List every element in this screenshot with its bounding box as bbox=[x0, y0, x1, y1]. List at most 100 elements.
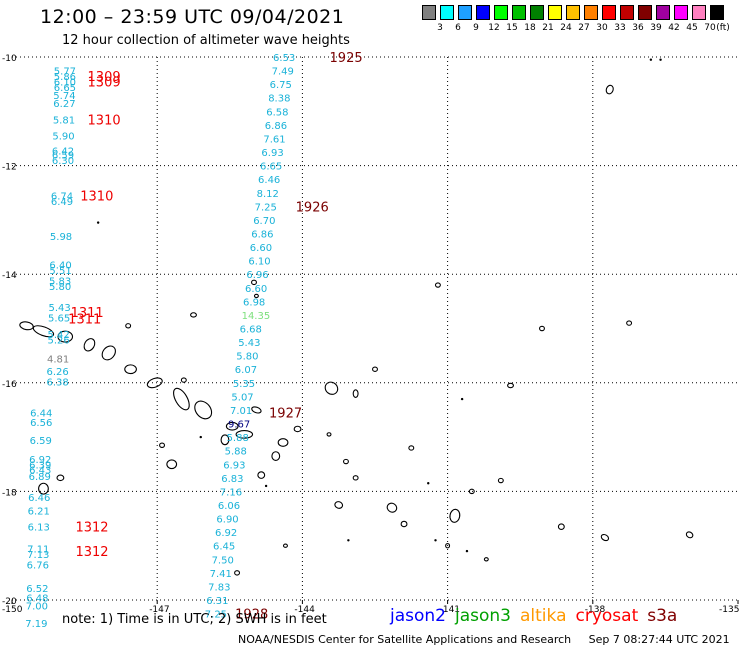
footer-note: note: 1) Time is in UTC; 2) SWH is in fe… bbox=[62, 612, 327, 627]
swh-value-label: 6.86 bbox=[265, 121, 287, 132]
atoll-dot bbox=[96, 221, 100, 224]
satellite-name: altika bbox=[520, 606, 567, 626]
swh-value-label: 6.65 bbox=[260, 162, 282, 173]
island-outline bbox=[434, 282, 441, 288]
island-outline bbox=[539, 325, 545, 332]
atoll-dot bbox=[264, 484, 268, 488]
island-outline bbox=[57, 330, 74, 343]
swh-value-label: 7.25 bbox=[255, 202, 277, 213]
map-frame bbox=[11, 600, 739, 604]
island-outline bbox=[159, 442, 166, 448]
swh-value-label: 7.01 bbox=[230, 406, 252, 417]
island-outline bbox=[234, 570, 241, 576]
swh-value-label: 6.70 bbox=[253, 216, 275, 227]
page-subtitle: 12 hour collection of altimeter wave hei… bbox=[62, 33, 350, 48]
swh-value-label: 6.83 bbox=[221, 474, 243, 485]
swh-value-label: 8.38 bbox=[268, 94, 290, 105]
island-outline bbox=[166, 459, 178, 470]
swh-value-label: 6.92 bbox=[215, 528, 237, 539]
footer-credit: NOAA/NESDIS Center for Satellite Applica… bbox=[238, 633, 740, 646]
legend-label: 42 bbox=[668, 23, 680, 33]
swh-value-label: 5.51 bbox=[49, 266, 71, 277]
lon-label: -147 bbox=[149, 605, 169, 615]
island-outline bbox=[101, 345, 116, 361]
island-outline bbox=[235, 430, 254, 439]
legend-swatch bbox=[458, 5, 472, 20]
swh-value-label: 6.90 bbox=[216, 515, 238, 526]
time-label: 1926 bbox=[296, 200, 329, 215]
time-label: 1312 bbox=[75, 521, 108, 536]
credit-text: NOAA/NESDIS Center for Satellite Applica… bbox=[238, 633, 572, 646]
island-outline bbox=[507, 382, 514, 389]
island-outline bbox=[557, 523, 565, 530]
swh-value-label: 6.58 bbox=[266, 107, 288, 118]
swh-value-label: 6.26 bbox=[47, 367, 69, 378]
swh-value-label: 6.07 bbox=[235, 365, 257, 376]
time-label: 1312 bbox=[75, 545, 108, 560]
legend-swatch bbox=[422, 5, 436, 20]
island-outlines bbox=[19, 58, 694, 576]
island-outline bbox=[32, 325, 55, 338]
swh-value-label: 7.25 bbox=[205, 610, 227, 621]
island-outline bbox=[445, 542, 451, 549]
lat-label: -20 bbox=[2, 597, 17, 607]
island-outline bbox=[324, 381, 339, 395]
island-outline bbox=[326, 432, 332, 437]
atoll-dot bbox=[460, 397, 464, 401]
swh-value-label: 5.98 bbox=[50, 232, 72, 243]
swh-value-label: 6.40 bbox=[49, 260, 71, 271]
swh-value-label: 5.88 bbox=[227, 433, 249, 444]
island-outline bbox=[334, 501, 344, 509]
swh-value-label: 5.26 bbox=[47, 335, 69, 346]
satellite-name: s3a bbox=[647, 606, 678, 626]
time-label: 1927 bbox=[269, 407, 302, 422]
island-outline bbox=[257, 471, 266, 479]
legend-label: 24 bbox=[560, 23, 572, 33]
swh-value-label: 6.76 bbox=[27, 561, 49, 572]
swh-value-label: 5.81 bbox=[53, 115, 75, 126]
time-label: 1311 bbox=[68, 313, 101, 328]
satellite-name: jason3 bbox=[455, 606, 511, 626]
island-outline bbox=[408, 445, 415, 451]
axis-tick-labels: -10 -12 -14 -16 -18 -20-150 -147 -144 -141 -138 -1… bbox=[2, 54, 739, 615]
island-outline bbox=[38, 482, 49, 495]
swh-value-label: 6.49 bbox=[51, 197, 73, 208]
island-outline bbox=[19, 321, 34, 331]
legend-label: 15 bbox=[506, 23, 518, 33]
swh-value-label: 5.80 bbox=[236, 352, 258, 363]
swh-value-label: 6.92 bbox=[29, 455, 51, 466]
legend-swatch bbox=[656, 5, 670, 20]
island-outline bbox=[400, 520, 408, 528]
island-outline bbox=[125, 323, 132, 329]
swh-value-label: 7.11 bbox=[27, 544, 49, 555]
island-outline bbox=[386, 502, 398, 513]
island-outline bbox=[468, 488, 475, 495]
swh-value-label: 6.56 bbox=[30, 418, 52, 429]
time-label: 1310 bbox=[80, 189, 113, 204]
lat-label: -16 bbox=[2, 380, 17, 390]
swh-value-label: 6.43 bbox=[29, 466, 51, 477]
island-outline bbox=[352, 389, 359, 399]
legend-swatch bbox=[692, 5, 706, 20]
island-outline bbox=[605, 84, 614, 95]
island-outline bbox=[342, 458, 349, 465]
time-label: 1310 bbox=[88, 113, 121, 128]
island-outline bbox=[685, 531, 694, 539]
swh-value-label: 5.43 bbox=[48, 303, 70, 314]
time-label: 1311 bbox=[71, 306, 104, 321]
legend-label: 21 bbox=[542, 23, 554, 33]
swh-value-label: 6.98 bbox=[243, 297, 265, 308]
legend-label: 36 bbox=[632, 23, 644, 33]
swh-value-label: 7.13 bbox=[27, 550, 49, 561]
swh-value-label: 14.35 bbox=[242, 311, 271, 322]
swh-value-label: 6.60 bbox=[245, 284, 267, 295]
swh-value-label: 6.74 bbox=[51, 191, 73, 202]
lon-label: -135 bbox=[719, 605, 739, 615]
legend-label: 33 bbox=[614, 23, 626, 33]
legend-swatch bbox=[674, 5, 688, 20]
time-label: 1309 bbox=[88, 70, 121, 85]
swh-value-label: 6.60 bbox=[250, 243, 272, 254]
time-label: 1309 bbox=[88, 75, 121, 90]
swh-value-label: 5.88 bbox=[225, 447, 247, 458]
